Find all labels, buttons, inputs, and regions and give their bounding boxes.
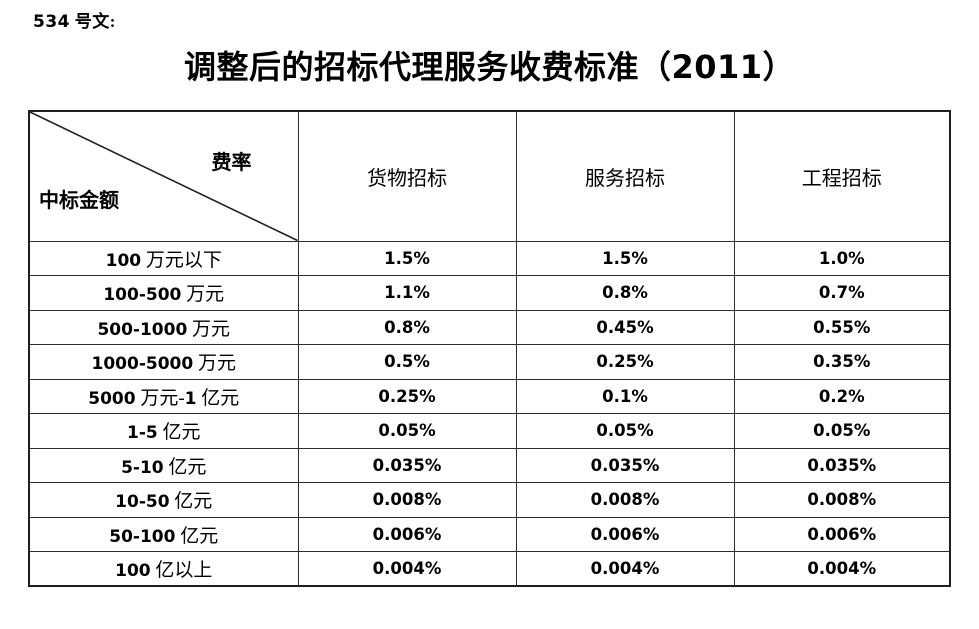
- row-label: 1-5 亿元: [28, 413, 299, 449]
- table-row: 1-5 亿元 0.05% 0.05% 0.05%: [28, 413, 951, 449]
- rate-cell-engineering: 1.0%: [733, 240, 951, 276]
- rate-cell-goods: 0.05%: [297, 413, 517, 449]
- rate-cell-engineering: 0.55%: [733, 309, 951, 345]
- rate-cell-goods: 0.008%: [297, 482, 517, 518]
- table-header-row: 费率 中标金额 货物招标 服务招标 工程招标: [28, 110, 951, 242]
- column-header-engineering: 工程招标: [733, 110, 951, 242]
- rate-cell-engineering: 0.006%: [733, 516, 951, 552]
- rate-cell-service: 0.25%: [515, 344, 735, 380]
- table-row: 5-10 亿元 0.035% 0.035% 0.035%: [28, 447, 951, 483]
- rate-cell-goods: 0.8%: [297, 309, 517, 345]
- page-title: 调整后的招标代理服务收费标准（2011）: [183, 48, 796, 86]
- rate-cell-service: 0.008%: [515, 482, 735, 518]
- table-row: 100-500 万元 1.1% 0.8% 0.7%: [28, 275, 951, 311]
- rate-cell-engineering: 0.7%: [733, 275, 951, 311]
- rate-cell-engineering: 0.05%: [733, 413, 951, 449]
- rate-cell-service: 0.45%: [515, 309, 735, 345]
- row-label: 500-1000 万元: [28, 309, 299, 345]
- row-label: 100-500 万元: [28, 275, 299, 311]
- row-label: 5000 万元-1 亿元: [28, 378, 299, 414]
- corner-label-rate: 费率: [211, 152, 252, 174]
- column-header-goods: 货物招标: [297, 110, 517, 242]
- rate-cell-goods: 0.035%: [297, 447, 517, 483]
- row-label: 50-100 亿元: [28, 516, 299, 552]
- rate-cell-service: 0.05%: [515, 413, 735, 449]
- rate-cell-service: 0.8%: [515, 275, 735, 311]
- rate-cell-engineering: 0.35%: [733, 344, 951, 380]
- table-row: 50-100 亿元 0.006% 0.006% 0.006%: [28, 516, 951, 552]
- rate-cell-service: 0.006%: [515, 516, 735, 552]
- row-label: 1000-5000 万元: [28, 344, 299, 380]
- table-row: 1000-5000 万元 0.5% 0.25% 0.35%: [28, 344, 951, 380]
- rate-cell-engineering: 0.035%: [733, 447, 951, 483]
- rate-cell-goods: 0.006%: [297, 516, 517, 552]
- rate-cell-service: 0.1%: [515, 378, 735, 414]
- rate-cell-goods: 1.5%: [297, 240, 517, 276]
- rate-cell-engineering: 0.004%: [733, 551, 951, 587]
- row-label: 5-10 亿元: [28, 447, 299, 483]
- rate-cell-goods: 0.5%: [297, 344, 517, 380]
- rate-cell-goods: 0.25%: [297, 378, 517, 414]
- table-row: 5000 万元-1 亿元 0.25% 0.1% 0.2%: [28, 378, 951, 414]
- fee-table: 费率 中标金额 货物招标 服务招标 工程招标 100 万元以下 1.5% 1.5…: [28, 110, 951, 587]
- table-row: 10-50 亿元 0.008% 0.008% 0.008%: [28, 482, 951, 518]
- rate-cell-service: 0.035%: [515, 447, 735, 483]
- doc-number-label: 534 号文:: [33, 12, 116, 32]
- rate-cell-engineering: 0.2%: [733, 378, 951, 414]
- rate-cell-service: 0.004%: [515, 551, 735, 587]
- table-row: 100 万元以下 1.5% 1.5% 1.0%: [28, 240, 951, 276]
- table-row: 100 亿以上 0.004% 0.004% 0.004%: [28, 551, 951, 587]
- diagonal-line-icon: [30, 112, 298, 241]
- rate-cell-goods: 0.004%: [297, 551, 517, 587]
- row-label: 100 万元以下: [28, 240, 299, 276]
- corner-cell: 费率 中标金额: [28, 110, 299, 242]
- column-header-service: 服务招标: [515, 110, 735, 242]
- table-row: 500-1000 万元 0.8% 0.45% 0.55%: [28, 309, 951, 345]
- row-label: 10-50 亿元: [28, 482, 299, 518]
- rate-cell-engineering: 0.008%: [733, 482, 951, 518]
- corner-label-amount: 中标金额: [39, 190, 119, 212]
- rate-cell-service: 1.5%: [515, 240, 735, 276]
- row-label: 100 亿以上: [28, 551, 299, 587]
- rate-cell-goods: 1.1%: [297, 275, 517, 311]
